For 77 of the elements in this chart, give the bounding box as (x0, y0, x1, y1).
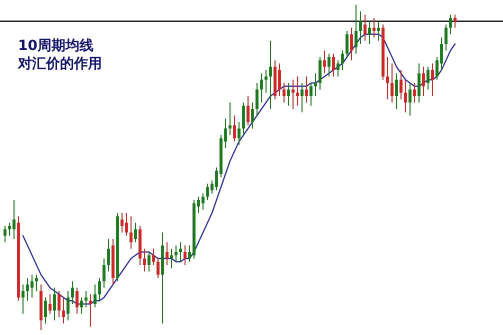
candlestick (98, 278, 101, 302)
candlestick (53, 287, 56, 321)
candlestick (336, 60, 340, 77)
candlestick (166, 242, 168, 266)
candlestick (130, 216, 132, 250)
candlestick (48, 294, 52, 314)
candlestick (386, 56, 389, 100)
candlestick (372, 18, 376, 38)
candlestick (454, 14, 456, 28)
candlestick (264, 70, 268, 94)
candlestick (305, 76, 308, 103)
candlestick (256, 82, 258, 116)
candlestick (400, 70, 402, 100)
candlestick (4, 226, 6, 243)
candlestick (404, 79, 407, 113)
candlestick (413, 82, 416, 103)
candlestick (346, 30, 348, 58)
candlestick (422, 66, 425, 96)
candlestick (359, 11, 362, 44)
candlestick (233, 115, 236, 142)
candlestick (143, 248, 146, 272)
candlestick (354, 4, 358, 54)
candlestick (134, 222, 137, 243)
candlestick (62, 297, 65, 324)
candlestick (408, 82, 412, 116)
candlestick (390, 63, 394, 103)
candlestick (300, 82, 304, 113)
candlestick (179, 242, 182, 262)
candlestick (323, 50, 326, 74)
candlestick (89, 294, 92, 328)
candlestick (107, 238, 110, 272)
candlestick (228, 102, 232, 136)
candlestick (251, 102, 254, 129)
candlestick (449, 14, 452, 35)
candlestick (314, 72, 317, 96)
candlestick (287, 82, 290, 106)
candlestick (58, 290, 60, 318)
candlestick (292, 79, 294, 110)
candlestick (148, 252, 150, 272)
candlestick (94, 284, 96, 308)
candlestick (44, 297, 47, 324)
candlestick (260, 72, 263, 103)
candlestick (66, 290, 70, 321)
candlestick (444, 24, 448, 51)
candlestick (174, 245, 178, 262)
candlestick (395, 72, 398, 110)
candlestick (328, 53, 330, 77)
candlestick (364, 14, 366, 42)
annotation: 对汇价的作用 (17, 56, 102, 72)
candlestick (377, 20, 380, 42)
candlestick (332, 53, 335, 77)
candlestick (156, 258, 160, 278)
candlestick (184, 245, 186, 266)
candlestick (318, 56, 322, 90)
candlestick (152, 248, 155, 266)
candlestick (35, 274, 38, 292)
candlestick (71, 280, 74, 304)
candlestick (269, 40, 272, 110)
candlestick (418, 63, 420, 103)
candlestick (102, 258, 106, 288)
candlestick (246, 96, 250, 126)
candlestick (431, 63, 434, 96)
candlestick (238, 122, 240, 146)
candlestick (368, 20, 371, 44)
annotation: 10周期均线 (18, 38, 94, 54)
candlestick (426, 66, 430, 90)
candlestick (282, 82, 286, 103)
candlestick (80, 297, 83, 314)
candlestick (84, 290, 88, 308)
candlestick (76, 287, 78, 314)
candlestick (170, 248, 173, 269)
candlestick (350, 27, 353, 61)
candlestick (22, 284, 24, 314)
candlestick (310, 82, 312, 106)
candlestick (341, 50, 344, 70)
candlestick (296, 76, 299, 106)
candlestick (242, 102, 245, 136)
